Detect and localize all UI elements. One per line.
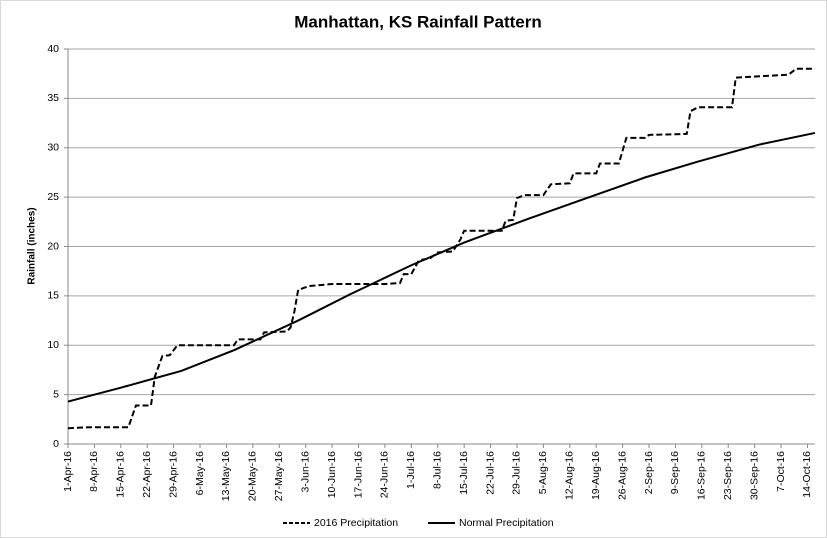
y-tick-label: 15 (47, 290, 59, 302)
y-tick-label: 10 (47, 339, 59, 351)
x-tick-label: 22-Jul-16 (484, 451, 496, 495)
x-tick-label: 2-Sep-16 (643, 451, 655, 494)
x-tick-label: 5-Aug-16 (537, 451, 549, 494)
x-tick-label: 10-Jun-16 (326, 451, 338, 498)
x-tick-label: 15-Apr-16 (115, 451, 127, 498)
legend-label: 2016 Precipitation (314, 517, 398, 529)
y-tick-label: 25 (47, 191, 59, 203)
x-tick-label: 9-Sep-16 (669, 451, 681, 494)
x-tick-label: 23-Sep-16 (722, 451, 734, 500)
x-tick-label: 26-Aug-16 (616, 451, 628, 500)
y-tick-label: 30 (47, 142, 59, 154)
x-tick-label: 24-Jun-16 (379, 451, 391, 498)
y-axis-label: Rainfall (inches) (27, 207, 38, 284)
x-tick-label: 30-Sep-16 (748, 451, 760, 500)
x-tick-label: 15-Jul-16 (458, 451, 470, 495)
x-tick-label: 20-May-16 (247, 451, 259, 501)
chart-title: Manhattan, KS Rainfall Pattern (294, 12, 541, 31)
y-tick-label: 40 (47, 43, 59, 55)
x-tick-label: 29-Jul-16 (511, 451, 523, 495)
x-tick-label: 14-Oct-16 (801, 451, 813, 498)
x-tick-label: 8-Jul-16 (432, 451, 444, 489)
x-tick-label: 6-May-16 (194, 451, 206, 496)
x-tick-label: 17-Jun-16 (352, 451, 364, 498)
x-tick-label: 22-Apr-16 (141, 451, 153, 498)
x-tick-label: 13-May-16 (220, 451, 232, 501)
series-line (67, 131, 816, 403)
x-tick-label: 3-Jun-16 (299, 451, 311, 493)
x-tick-label: 12-Aug-16 (564, 451, 576, 500)
x-tick-label: 1-Apr-16 (62, 451, 74, 492)
y-tick-label: 35 (47, 92, 59, 104)
x-tick-label: 1-Jul-16 (405, 451, 417, 489)
x-tick-label: 8-Apr-16 (88, 451, 100, 492)
legend-label: Normal Precipitation (459, 517, 554, 529)
x-tick-label: 7-Oct-16 (775, 451, 787, 492)
x-tick-label: 16-Sep-16 (696, 451, 708, 500)
y-tick-label: 20 (47, 240, 59, 252)
x-tick-label: 19-Aug-16 (590, 451, 602, 500)
y-tick-label: 5 (53, 388, 59, 400)
y-tick-label: 0 (53, 438, 59, 450)
x-tick-label: 27-May-16 (273, 451, 285, 501)
x-tick-label: 29-Apr-16 (167, 451, 179, 498)
